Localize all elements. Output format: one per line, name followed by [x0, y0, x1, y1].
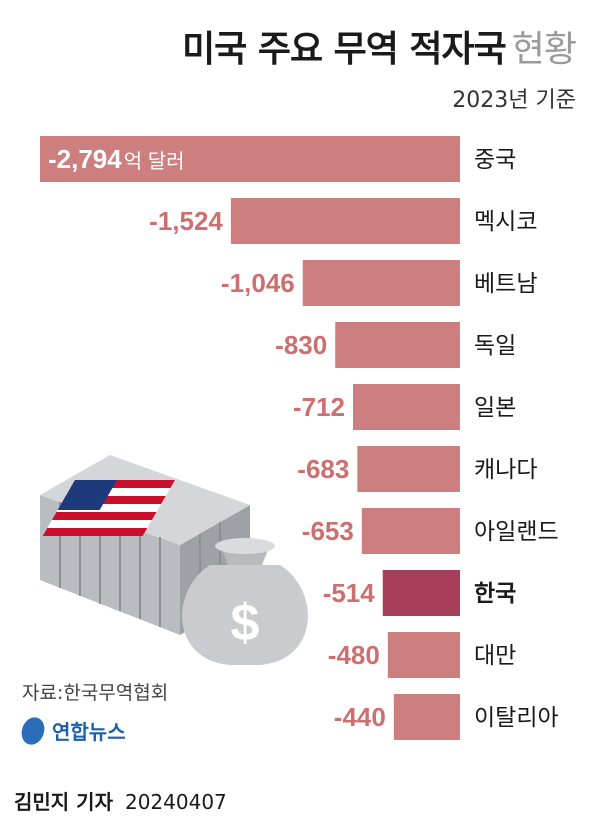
publisher-logo: 연합뉴스: [17, 713, 126, 748]
title-main: 미국 주요 무역 적자국: [182, 29, 507, 70]
byline-name: 김민지 기자: [14, 790, 113, 814]
logo-text: 연합뉴스: [52, 720, 126, 744]
category-label-8: 대만: [474, 643, 516, 669]
category-label-0: 중국: [474, 147, 516, 173]
category-label-6: 아일랜드: [474, 519, 559, 545]
value-label-6: -653: [302, 516, 354, 546]
category-label-3: 독일: [474, 333, 516, 359]
bar-0: [40, 136, 460, 182]
category-label-5: 캐나다: [474, 457, 537, 483]
bar-5: [357, 446, 460, 492]
bar-chart: $ -2,794 억 달러 중국-1,524 멕시코-1,046 베트남-830 독일-7…: [40, 136, 559, 740]
bar-1: [230, 198, 460, 244]
category-label-7: 한국: [474, 581, 516, 607]
chart-title: 미국 주요 무역 적자국 현황: [182, 20, 577, 72]
category-label-9: 이탈리아: [474, 705, 559, 731]
bar-6: [361, 508, 460, 554]
value-label-5: -683: [297, 454, 349, 484]
value-label-2: -1,046: [221, 268, 295, 298]
bar-4: [352, 384, 460, 430]
category-label-4: 일본: [474, 395, 516, 421]
bar-9: [393, 694, 460, 740]
bar-3: [335, 322, 460, 368]
logo-mark-icon: [17, 713, 49, 748]
value-label-4: -712: [293, 392, 345, 422]
us-flag-icon: [42, 480, 175, 536]
byline: 김민지 기자 20240407: [14, 786, 227, 815]
value-label-7: -514: [323, 578, 376, 608]
svg-text:$: $: [231, 594, 260, 652]
unit-label: 억 달러: [124, 150, 185, 173]
bar-7: [382, 570, 460, 616]
value-label-3: -830: [275, 330, 327, 360]
bar-8: [387, 632, 460, 678]
chart-subtitle: 2023년 기준: [452, 88, 576, 113]
value-label-9: -440: [334, 702, 386, 732]
byline-date: 20240407: [124, 790, 227, 814]
money-bag-icon: $: [182, 538, 308, 665]
value-label-1: -1,524: [149, 206, 223, 236]
source-note: 자료:한국무역협회: [22, 682, 169, 704]
title-light: 현황: [511, 29, 577, 70]
category-label-1: 멕시코: [474, 209, 537, 235]
value-label-8: -480: [328, 640, 380, 670]
bar-2: [302, 260, 460, 306]
bars-layer: -2,794 억 달러 중국-1,524 멕시코-1,046 베트남-830 독일-712…: [40, 136, 559, 740]
category-label-2: 베트남: [474, 271, 537, 297]
